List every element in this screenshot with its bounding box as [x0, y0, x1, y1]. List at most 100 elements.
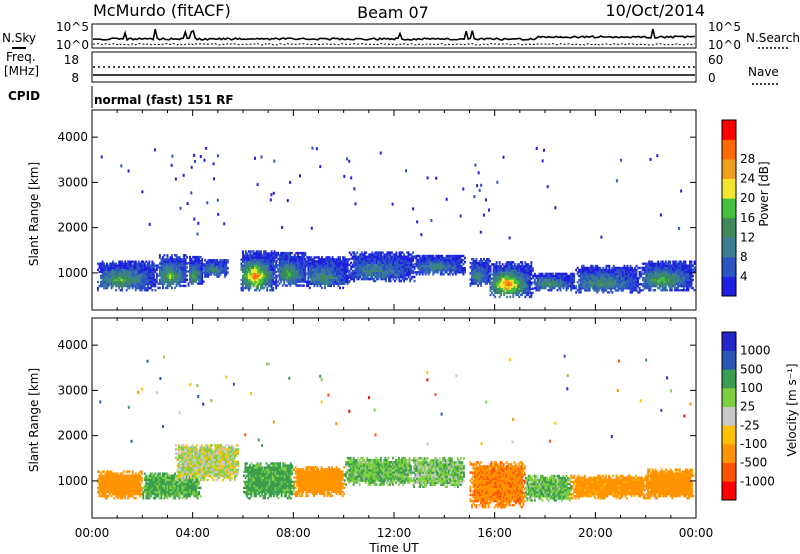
heatmap-cell: [394, 279, 396, 283]
heatmap-cell: [125, 284, 128, 288]
heatmap-cell: [330, 270, 332, 273]
heatmap-cell: [243, 280, 246, 284]
heatmap-cell: [528, 289, 531, 292]
heatmap-cell: [457, 254, 460, 258]
heatmap-cell: [418, 262, 421, 266]
heatmap-cell: [183, 276, 185, 279]
heatmap-cell: [321, 286, 323, 290]
heatmap-cell: [447, 267, 450, 270]
heatmap-cell: [474, 260, 476, 263]
heatmap-cell: [599, 281, 602, 284]
heatmap-cell: [148, 282, 151, 286]
heatmap-cell: [181, 258, 184, 261]
heatmap-cell: [257, 268, 259, 271]
heatmap-cell: [410, 277, 413, 281]
heatmap-cell: [522, 291, 525, 295]
heatmap-cell: [292, 276, 295, 279]
heatmap-cell: [284, 258, 287, 261]
heatmap-cell: [495, 261, 498, 264]
heatmap-cell: [588, 272, 591, 276]
heatmap-cell: [205, 275, 208, 278]
heatmap-cell: [594, 274, 597, 278]
heatmap-cell: [658, 286, 661, 290]
heatmap-cell: [486, 264, 488, 267]
heatmap-cell: [600, 287, 603, 290]
heatmap-cell: [451, 254, 454, 258]
heatmap-cell: [331, 268, 334, 271]
heatmap-cell: [252, 266, 255, 269]
heatmap-cell: [211, 259, 214, 262]
heatmap-cell: [248, 272, 250, 276]
heatmap-cell: [124, 276, 127, 280]
heatmap-cell: [555, 278, 557, 282]
heatmap-cell: [277, 268, 280, 271]
heatmap-cell: [152, 268, 155, 271]
heatmap-cell: [521, 271, 524, 274]
heatmap-cell: [359, 261, 362, 264]
heatmap-cell: [515, 267, 518, 270]
heatmap-cell: [106, 266, 108, 269]
heatmap-cell: [481, 260, 484, 263]
heatmap-speck: [430, 219, 433, 222]
heatmap-cell: [272, 282, 275, 286]
heatmap-cell: [536, 282, 539, 286]
heatmap-cell: [121, 268, 124, 271]
heatmap-cell: [131, 260, 134, 263]
heatmap-cell: [510, 261, 513, 264]
heatmap-cell: [510, 289, 513, 292]
heatmap-cell: [240, 282, 243, 286]
heatmap-cell: [357, 273, 360, 277]
heatmap-cell: [664, 270, 667, 273]
heatmap-cell: [506, 285, 509, 288]
heatmap-cell: [381, 271, 384, 275]
heatmap-cell: [210, 263, 213, 266]
heatmap-cell: [298, 264, 301, 267]
heatmap-cell: [260, 264, 262, 267]
heatmap-cell: [245, 276, 247, 280]
heatmap-cell: [110, 286, 113, 290]
heatmap-cell: [222, 269, 225, 272]
heatmap-cell: [318, 264, 320, 267]
heatmap-cell: [289, 253, 292, 257]
heatmap-cell: [381, 257, 384, 260]
heatmap-cell: [249, 252, 252, 255]
heatmap-cell: [122, 264, 125, 267]
heatmap-cell: [308, 286, 311, 290]
heatmap-cell: [597, 277, 600, 280]
heatmap-cell: [363, 269, 366, 273]
heatmap-cell: [445, 262, 448, 266]
heatmap-cell: [649, 274, 652, 278]
heatmap-cell: [657, 282, 660, 286]
heatmap-cell: [165, 274, 167, 277]
heatmap-cell: [445, 265, 448, 268]
heatmap-cell: [669, 282, 672, 286]
heatmap-cell: [398, 269, 401, 273]
heatmap-cell: [186, 256, 188, 259]
heatmap-cell: [378, 261, 381, 264]
heatmap-cell: [339, 282, 341, 285]
heatmap-cell: [501, 273, 504, 276]
heatmap-cell: [591, 277, 594, 280]
heatmap-cell: [248, 289, 250, 292]
heatmap-cell: [603, 268, 606, 272]
heatmap-cell: [280, 278, 283, 281]
heatmap-cell: [487, 272, 490, 275]
heatmap-cell: [565, 289, 568, 292]
heatmap-cell: [343, 262, 346, 265]
heatmap-cell: [503, 293, 506, 297]
heatmap-cell: [679, 274, 682, 278]
heatmap-cell: [260, 256, 262, 259]
heatmap-cell: [676, 284, 679, 288]
heatmap-cell: [398, 279, 401, 283]
heatmap-cell: [676, 276, 679, 280]
heatmap-cell: [284, 268, 287, 271]
heatmap-cell: [444, 265, 447, 268]
heatmap-cell: [540, 278, 542, 282]
heatmap-cell: [654, 270, 657, 273]
heatmap-cell: [280, 276, 283, 279]
heatmap-cell: [552, 276, 554, 280]
heatmap-cell: [205, 273, 208, 276]
heatmap-cell: [272, 266, 275, 269]
heatmap-cell: [658, 266, 661, 269]
heatmap-cell: [312, 274, 314, 277]
